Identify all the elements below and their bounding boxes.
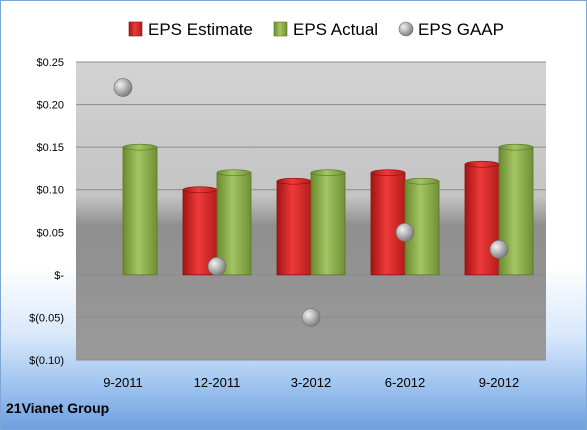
- x-tick-label: 3-2012: [291, 375, 331, 390]
- y-tick-label: $0.20: [36, 100, 64, 112]
- legend-label: EPS GAAP: [418, 20, 504, 39]
- legend-label: EPS Actual: [293, 20, 378, 39]
- gaap-markers: [113, 78, 509, 327]
- eps-actual-bar: [122, 146, 158, 276]
- x-tick-label: 9-2012: [479, 375, 519, 390]
- eps-estimate-bar: [276, 180, 312, 276]
- company-name: 21Vianet Group: [6, 400, 110, 416]
- bars: [122, 143, 534, 276]
- legend: EPS Estimate EPS Actual EPS GAAP: [128, 20, 504, 39]
- eps-gaap-marker: [489, 240, 509, 259]
- eps-actual-bar: [310, 172, 346, 276]
- x-axis-labels: 9-2011 12-2011 3-2012 6-2012 9-2012: [103, 375, 519, 390]
- eps-gaap-marker: [207, 257, 227, 276]
- legend-swatch: [128, 21, 143, 37]
- eps-gaap-marker: [395, 222, 415, 242]
- eps-estimate-bar: [464, 163, 500, 276]
- eps-actual-bar-top: [310, 169, 346, 176]
- eps-actual-bar-top: [122, 143, 158, 151]
- x-tick-label: 12-2011: [194, 375, 241, 390]
- eps-estimate-bar-top: [464, 160, 500, 168]
- eps-actual-bar-top: [498, 143, 534, 151]
- legend-label: EPS Estimate: [148, 20, 253, 39]
- y-tick-label: $0.15: [36, 142, 64, 154]
- eps-actual-bar-top: [404, 177, 440, 185]
- legend-swatch: [398, 21, 414, 37]
- y-tick-label: $(0.10): [29, 355, 64, 367]
- y-tick-label: $0.25: [36, 57, 64, 69]
- y-tick-label: $0.05: [36, 227, 64, 239]
- eps-estimate-bar: [370, 172, 406, 276]
- eps-estimate-bar-top: [182, 186, 218, 194]
- legend-swatch: [273, 21, 288, 37]
- eps-actual-bar: [216, 172, 252, 276]
- y-tick-label: $0.10: [36, 185, 64, 197]
- eps-estimate-bar-top: [370, 169, 406, 176]
- x-tick-label: 9-2011: [103, 375, 143, 390]
- eps-gaap-marker: [113, 78, 133, 97]
- eps-actual-bar-top: [216, 169, 252, 176]
- eps-gaap-marker: [301, 308, 321, 327]
- eps-estimate-bar-top: [276, 177, 312, 185]
- y-axis-ticks: $(0.10) $(0.05) $- $0.05 $0.10 $0.15 $0.20 $0.2…: [29, 57, 64, 367]
- x-tick-label: 6-2012: [385, 375, 425, 390]
- y-tick-label: $(0.05): [29, 312, 64, 324]
- y-tick-label: $-: [54, 270, 64, 282]
